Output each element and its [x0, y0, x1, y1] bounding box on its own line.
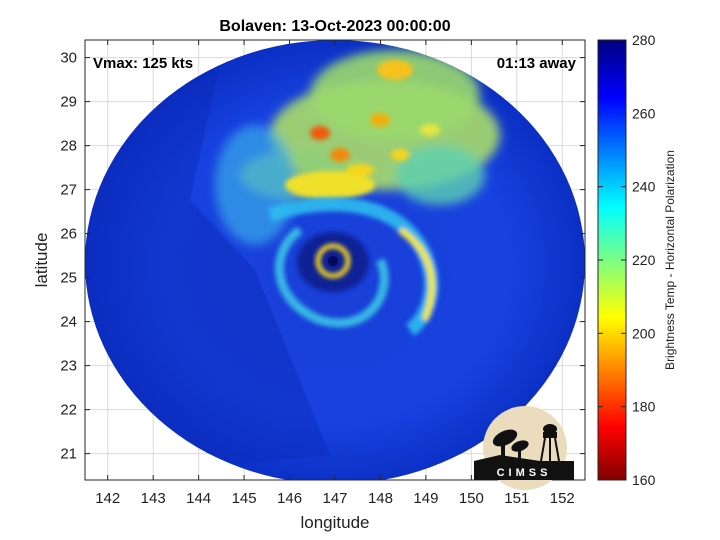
y-tick-label: 27 [60, 182, 77, 199]
colorbar-tick-label: 180 [632, 399, 656, 415]
x-tick-label: 145 [232, 490, 257, 507]
x-tick-label: 143 [141, 490, 166, 507]
chart-title: Bolaven: 13-Oct-2023 00:00:00 [219, 18, 450, 35]
y-axis-ticks: 21 22 23 24 25 26 27 28 29 30 [60, 50, 585, 463]
x-tick-label: 149 [413, 490, 438, 507]
x-axis-ticks: 142 143 144 145 146 147 148 149 150 151 152 [95, 40, 575, 507]
colorbar-tick-label: 280 [632, 32, 656, 48]
colorbar-tick-label: 160 [632, 472, 656, 488]
y-axis-label: latitude [32, 233, 51, 288]
satellite-swath-image [85, 40, 585, 480]
x-tick-label: 148 [368, 490, 393, 507]
colorbar-ticks: 160 180 200 220 240 260 280 [598, 32, 656, 488]
colorbar-tick-label: 200 [632, 325, 656, 341]
storm-eye [328, 256, 338, 266]
y-tick-label: 30 [60, 50, 77, 67]
x-tick-label: 152 [550, 490, 575, 507]
x-tick-label: 146 [277, 490, 302, 507]
vmax-annotation: Vmax: 125 kts [93, 55, 193, 72]
colorbar-tick-label: 260 [632, 105, 656, 121]
colorbar-tick-label: 220 [632, 252, 656, 268]
x-tick-label: 142 [95, 490, 120, 507]
y-tick-label: 26 [60, 226, 77, 243]
y-tick-label: 29 [60, 94, 77, 111]
y-tick-label: 24 [60, 314, 77, 331]
cimss-logo: CIMSS [474, 406, 574, 490]
time-away-annotation: 01:13 away [497, 55, 577, 72]
x-tick-label: 147 [322, 490, 347, 507]
x-axis-label: longitude [300, 513, 369, 532]
x-tick-label: 144 [186, 490, 211, 507]
colorbar-label: Brightness Temp - Horizontal Polarizatio… [663, 150, 677, 370]
colorbar-tick-label: 240 [632, 179, 656, 195]
y-tick-label: 28 [60, 138, 77, 155]
y-tick-label: 22 [60, 402, 77, 419]
y-tick-label: 23 [60, 358, 77, 375]
x-tick-label: 150 [459, 490, 484, 507]
y-tick-label: 21 [60, 446, 77, 463]
x-tick-label: 151 [504, 490, 529, 507]
cimss-logo-text: CIMSS [497, 467, 552, 479]
y-tick-label: 25 [60, 270, 77, 287]
